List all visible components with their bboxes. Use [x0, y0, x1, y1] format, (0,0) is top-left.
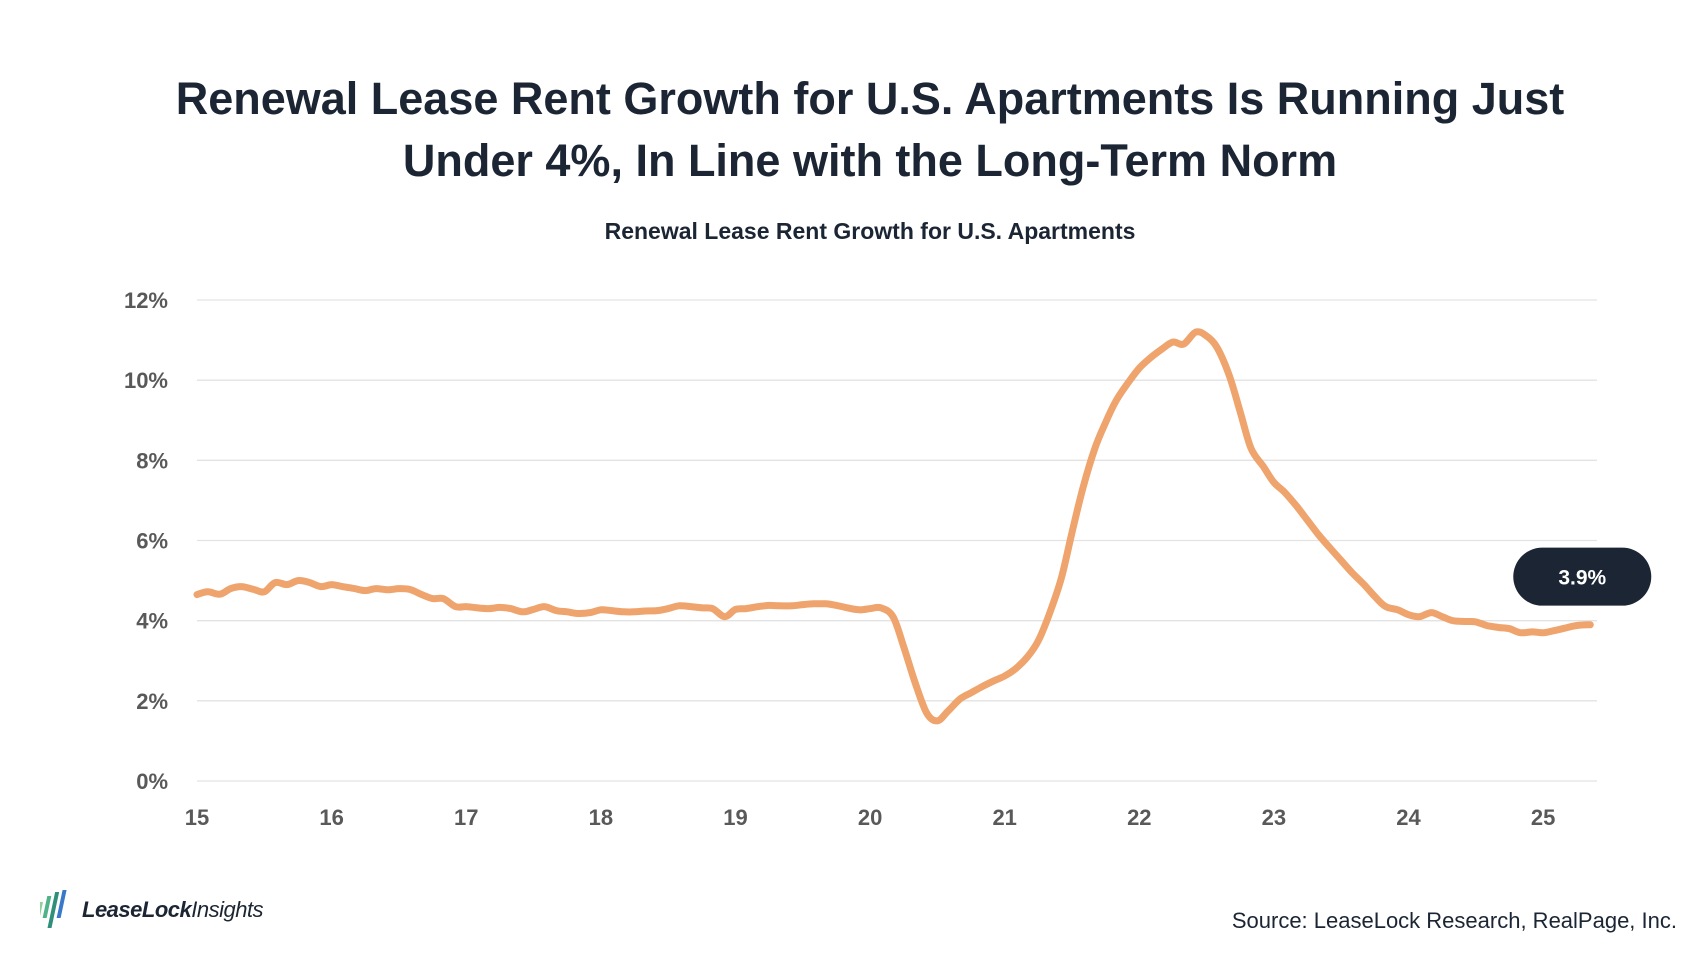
callout-badge [1513, 547, 1652, 606]
x-tick-label: 23 [1262, 805, 1286, 830]
y-tick-label: 4% [136, 609, 168, 634]
x-tick-label: 17 [454, 805, 478, 830]
leaselock-logo: LeaseLockInsights [40, 888, 264, 932]
logo-suffix: Insights [191, 897, 264, 922]
callout-label: 3.9% [1558, 567, 1606, 590]
x-tick-label: 16 [319, 805, 343, 830]
chart-headline: Renewal Lease Rent Growth for U.S. Apart… [100, 68, 1640, 192]
x-tick-label: 20 [858, 805, 882, 830]
chart-title: Renewal Lease Rent Growth for U.S. Apart… [604, 218, 1136, 244]
x-tick-label: 21 [992, 805, 1016, 830]
grid-layer [197, 299, 1597, 782]
headline-line-1: Renewal Lease Rent Growth for U.S. Apart… [175, 73, 1565, 124]
series-line [193, 328, 1594, 725]
value-callout: 3.9% [1513, 547, 1652, 606]
x-tick-label: 22 [1127, 805, 1151, 830]
source-note: Source: LeaseLock Research, RealPage, In… [1231, 908, 1677, 933]
logo-brand: LeaseLock [82, 897, 192, 922]
y-tick-label: 10% [124, 368, 168, 393]
x-tick-label: 25 [1531, 805, 1555, 830]
x-tick-label: 15 [185, 805, 209, 830]
y-tick-label: 2% [136, 689, 168, 714]
x-tick-label: 24 [1396, 805, 1421, 830]
headline-line-2: Under 4%, In Line with the Long-Term Nor… [402, 135, 1338, 186]
logo-wordmark: LeaseLockInsights [82, 897, 264, 923]
y-tick-label: 6% [136, 529, 168, 554]
y-tick-label: 8% [136, 448, 168, 473]
y-tick-label: 0% [136, 769, 168, 794]
y-axis-labels: 0% 2% 4% 6% 8% 10% 12% [124, 288, 168, 794]
series-layer [193, 328, 1594, 725]
x-tick-label: 18 [589, 805, 613, 830]
y-tick-label: 12% [124, 288, 168, 313]
x-axis-labels: 15 16 17 18 19 20 21 22 23 24 25 [185, 805, 1556, 830]
x-tick-label: 19 [723, 805, 747, 830]
logo-bars-icon [40, 890, 67, 928]
